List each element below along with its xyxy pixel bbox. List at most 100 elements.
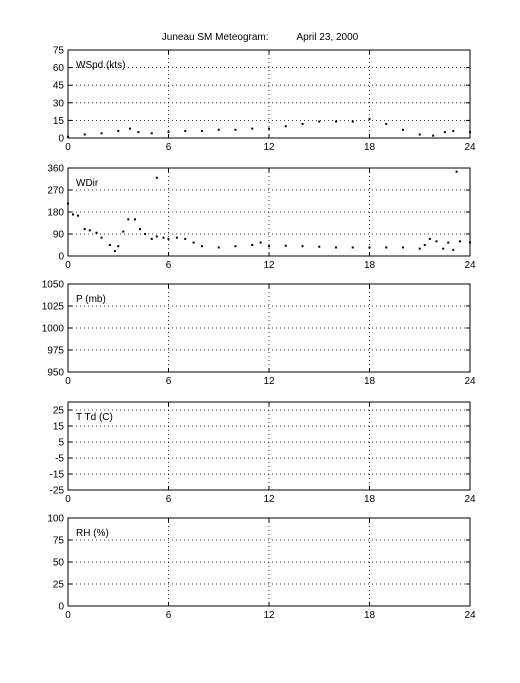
panel-label: WDir <box>76 178 99 189</box>
data-point <box>100 132 103 135</box>
data-point <box>150 132 153 135</box>
y-tick-label: 270 <box>47 186 64 197</box>
y-tick-label: 1000 <box>42 324 65 335</box>
y-tick-label: 1050 <box>42 280 65 291</box>
data-point <box>67 202 69 205</box>
data-point <box>455 170 458 173</box>
x-tick-label: 6 <box>166 376 172 387</box>
title-station: Juneau SM Meteogram: <box>161 32 269 43</box>
data-point <box>368 246 371 249</box>
y-tick-label: 0 <box>58 252 64 263</box>
data-point <box>155 176 158 179</box>
data-point <box>113 250 116 253</box>
x-tick-label: 12 <box>263 142 275 153</box>
data-point <box>127 218 130 221</box>
data-point <box>83 133 86 136</box>
x-tick-label: 18 <box>364 610 376 621</box>
data-point <box>167 131 170 134</box>
data-point <box>284 244 287 247</box>
data-point <box>162 236 165 239</box>
x-tick-label: 6 <box>166 260 172 271</box>
x-tick-label: 12 <box>263 376 275 387</box>
y-tick-label: 60 <box>53 63 65 74</box>
data-point <box>217 128 220 131</box>
x-tick-label: 18 <box>364 260 376 271</box>
data-point <box>402 128 404 131</box>
data-point <box>418 133 421 136</box>
data-point <box>351 246 354 249</box>
data-point <box>122 230 125 233</box>
y-tick-label: 75 <box>53 536 65 547</box>
data-point <box>201 245 203 248</box>
data-point <box>184 237 187 240</box>
data-point <box>452 248 455 251</box>
x-tick-label: 12 <box>263 260 275 271</box>
panel-pressure: 0 6 12 18 24 950 975 1000 1025 1050 P (mb) <box>42 280 476 388</box>
data-point <box>88 229 91 232</box>
data-point <box>458 240 461 243</box>
panel-label: WSpd (kts) <box>76 60 125 71</box>
data-point <box>318 245 321 248</box>
data-point <box>117 245 120 248</box>
data-point <box>192 241 195 244</box>
y-tick-label: 25 <box>53 406 65 417</box>
y-tick-label: 15 <box>53 422 65 433</box>
data-point <box>432 134 435 137</box>
y-tick-label: 1025 <box>42 302 65 313</box>
data-point <box>469 241 471 244</box>
x-tick-label: 18 <box>364 494 376 505</box>
x-tick-label: 12 <box>263 494 275 505</box>
y-tick-label: 90 <box>53 230 65 241</box>
data-point <box>67 135 69 138</box>
y-tick-label: 25 <box>53 580 65 591</box>
data-point <box>351 120 354 123</box>
data-point <box>251 127 254 130</box>
data-point <box>385 246 388 249</box>
x-tick-label: 0 <box>65 142 71 153</box>
data-point <box>117 129 120 132</box>
x-tick-label: 0 <box>65 376 71 387</box>
y-tick-label: 5 <box>58 438 64 449</box>
data-point <box>155 235 158 238</box>
data-point <box>100 236 103 239</box>
x-tick-label: 24 <box>464 376 476 387</box>
x-tick-label: 6 <box>166 142 172 153</box>
data-point <box>368 118 371 121</box>
data-point <box>184 129 187 132</box>
data-point <box>150 237 153 240</box>
data-point <box>268 127 270 130</box>
panel-wspd: 0 6 12 18 24 0 15 30 45 60 75 WSpd (kts) <box>53 46 476 154</box>
panel-label: RH (%) <box>76 528 109 539</box>
data-point <box>402 246 404 249</box>
data-point <box>418 247 421 250</box>
x-tick-label: 0 <box>65 260 71 271</box>
data-point <box>335 120 337 123</box>
data-point <box>452 129 455 132</box>
data-point <box>217 246 220 249</box>
y-tick-label: -5 <box>55 454 64 465</box>
data-point <box>428 237 431 240</box>
data-point <box>385 122 388 125</box>
data-point <box>443 131 446 134</box>
x-tick-label: 24 <box>464 610 476 621</box>
x-tick-label: 6 <box>166 494 172 505</box>
data-point <box>284 125 287 128</box>
data-point <box>259 241 262 244</box>
y-tick-label: 360 <box>47 164 64 175</box>
data-point <box>234 128 237 131</box>
y-tick-label: -15 <box>50 470 65 481</box>
x-tick-label: 6 <box>166 610 172 621</box>
data-point <box>128 127 131 130</box>
data-point <box>423 244 426 246</box>
data-point <box>201 129 203 132</box>
data-point <box>108 244 111 246</box>
data-point <box>77 214 80 217</box>
data-point <box>167 237 170 240</box>
data-point <box>234 245 237 248</box>
data-point <box>175 236 178 239</box>
data-point <box>251 244 254 246</box>
data-point <box>318 120 321 123</box>
data-point <box>301 122 304 125</box>
data-point <box>134 218 136 221</box>
y-tick-label: 0 <box>58 602 64 613</box>
